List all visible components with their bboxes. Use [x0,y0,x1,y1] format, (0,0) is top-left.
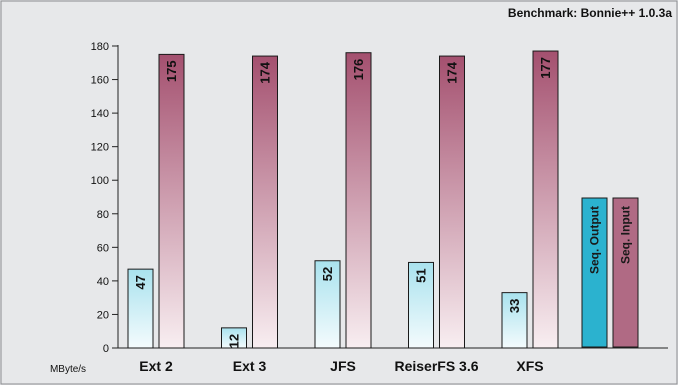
x-tick-label: ReiserFS 3.6 [394,358,478,374]
chart-title: Benchmark: Bonnie++ 1.0.3a [508,6,672,20]
bar [345,52,372,349]
bar-groups: 47 175 Ext 2 12 174 Ext 3 52 176 JFS 51 174 ReiserF… [127,50,559,374]
data-label: 47 [133,275,148,289]
y-tick-label: 180 [91,41,109,53]
bar [439,55,465,349]
y-tick-label: 120 [91,142,109,154]
bar-group: 51 174 [408,55,465,349]
x-tick-label: JFS [330,358,356,374]
bar [158,53,185,349]
data-label: 176 [351,59,366,81]
x-tick-label: Ext 3 [233,358,267,374]
x-tick-label: Ext 2 [139,358,173,374]
bar-group: 47 175 [127,53,185,349]
data-label: 33 [507,299,522,313]
data-label: 52 [320,267,335,281]
y-tick-label: 140 [91,108,109,120]
data-label: 51 [414,268,429,282]
legend: Seq. Output Seq. Input [581,197,639,348]
bar [408,261,434,349]
y-axis-unit-label: MByte/s [50,364,86,375]
x-tick-label: XFS [516,358,543,374]
bar [314,260,341,349]
bar [501,292,528,349]
y-axis-ticks: 0 20 40 60 80 100 120 140 160 180 [91,41,118,355]
y-tick-label: 80 [97,209,109,221]
legend-swatch [612,197,639,348]
bar [127,268,154,349]
bar-group: 33 177 [501,50,559,349]
data-label: 12 [227,334,242,348]
y-tick-label: 60 [97,242,109,254]
y-tick-label: 0 [103,343,109,355]
bar-group: 12 174 [221,55,278,349]
bar [252,55,278,349]
data-label: 177 [538,57,553,79]
y-tick-label: 100 [91,175,109,187]
data-label: 174 [445,61,460,83]
y-tick-label: 40 [97,276,109,288]
data-label: 175 [164,60,179,82]
bar [532,50,559,349]
y-tick-label: 160 [91,75,109,87]
data-label: 174 [258,61,273,83]
legend-swatch [581,197,608,348]
legend-label: Seq. Input [619,206,633,264]
y-tick-label: 20 [97,309,109,321]
bar-group: 52 176 [314,52,372,349]
bar [221,327,247,349]
legend-label: Seq. Output [588,206,602,274]
